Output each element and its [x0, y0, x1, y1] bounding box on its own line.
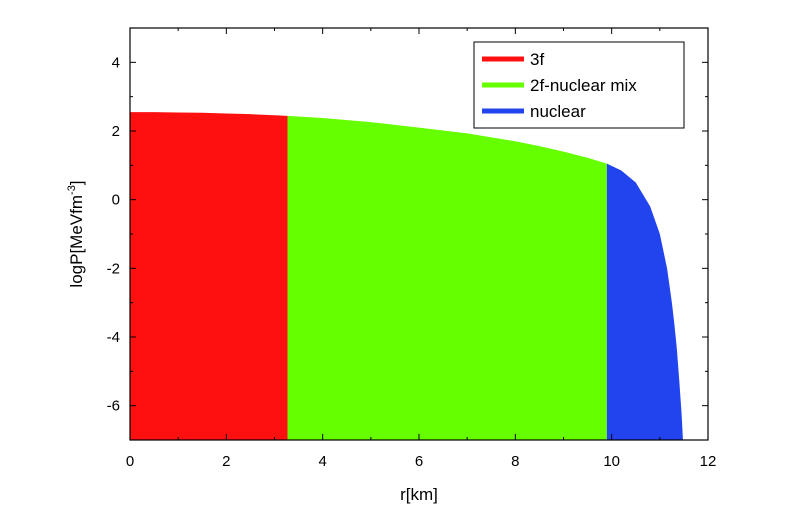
x-tick-label: 10	[603, 453, 620, 470]
x-tick-label: 6	[415, 453, 423, 470]
y-axis-label: logP[MeVfm-3]	[66, 180, 86, 287]
y-tick-label: -4	[107, 329, 120, 346]
y-tick-label: 0	[112, 192, 120, 209]
area-series-1	[287, 115, 607, 440]
y-tick-label: 2	[112, 123, 120, 140]
axis-ticks	[129, 27, 709, 441]
x-axis-label: r[km]	[400, 485, 438, 504]
x-tick-label: 0	[126, 453, 134, 470]
y-axis-label-base: logP[MeVfm	[67, 195, 86, 288]
chart-areas	[130, 112, 683, 440]
y-axis-label-close: ]	[67, 180, 86, 185]
x-tick-label: 8	[511, 453, 519, 470]
y-tick-label: -6	[107, 398, 120, 415]
legend: 3f 2f-nuclear mix nuclear	[473, 41, 685, 129]
legend-label-2: nuclear	[530, 102, 586, 121]
y-tick-label: -2	[107, 260, 120, 277]
axis-tick-labels: 0 2 4 6 8 10 12 -6 -4 -2 0 2 4	[107, 54, 717, 470]
x-tick-label: 4	[318, 453, 326, 470]
y-axis-label-sup: -3	[66, 185, 78, 195]
x-tick-label: 12	[700, 453, 717, 470]
area-series-0	[130, 112, 288, 440]
x-tick-label: 2	[222, 453, 230, 470]
legend-label-1: 2f-nuclear mix	[530, 76, 637, 95]
area-series-2	[606, 163, 683, 440]
y-tick-label: 4	[112, 54, 120, 71]
legend-label-0: 3f	[530, 50, 544, 69]
